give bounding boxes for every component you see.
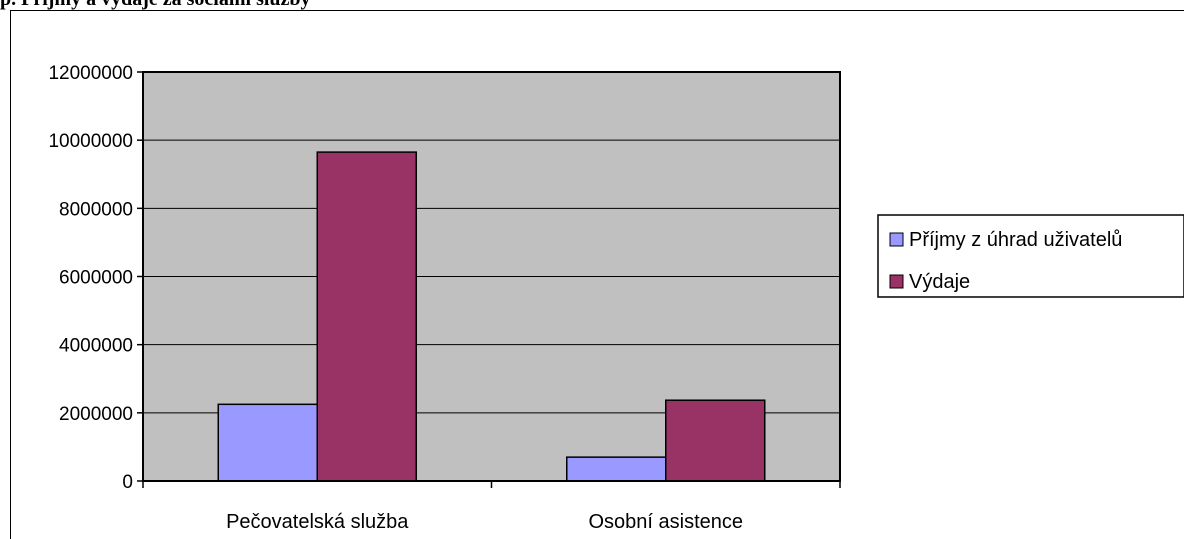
page-heading: p. Příjmy a výdaje za sociální služby [0, 0, 311, 11]
y-tick-label: 4000000 [59, 336, 133, 357]
legend: Příjmy z úhrad uživatelů Výdaje [877, 214, 1184, 298]
y-tick-label: 2000000 [59, 404, 133, 425]
y-tick-label: 0 [122, 472, 133, 493]
bars [217, 151, 766, 482]
x-category-label: Osobní asistence [588, 511, 743, 533]
axes [137, 71, 841, 488]
y-tick-label: 6000000 [59, 268, 133, 289]
chart-frame [10, 10, 1184, 539]
legend-swatch [889, 232, 904, 247]
y-axis-tick-labels: 0 2000000 4000000 6000000 8000000 10000000 120… [48, 63, 133, 493]
bar-vydaje-1 [665, 399, 766, 482]
x-axis-category-labels: Pečovatelská služba Osobní asistence [226, 511, 743, 533]
x-category-label: Pečovatelská služba [226, 511, 409, 533]
legend-label: Výdaje [909, 271, 970, 293]
bar-vydaje-0 [316, 151, 417, 482]
bar-prijmy-1 [566, 456, 667, 482]
legend-box [877, 214, 1184, 298]
y-tick-label: 10000000 [48, 131, 133, 152]
bar-prijmy-0 [217, 403, 318, 482]
y-tick-label: 12000000 [48, 63, 133, 84]
y-tick-label: 8000000 [59, 199, 133, 220]
legend-swatch [889, 274, 904, 289]
legend-label: Příjmy z úhrad uživatelů [909, 229, 1122, 251]
